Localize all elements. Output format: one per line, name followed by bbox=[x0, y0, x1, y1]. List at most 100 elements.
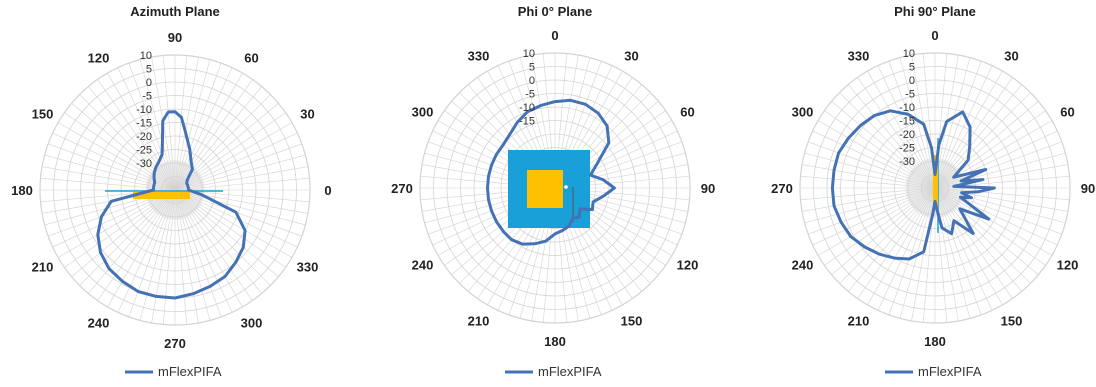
angle-label: 150 bbox=[621, 314, 643, 329]
grid-spoke bbox=[934, 100, 1039, 189]
angle-label: 90 bbox=[701, 181, 715, 196]
radial-tick-label: -25 bbox=[899, 143, 915, 155]
legend-label: mFlexPIFA bbox=[918, 364, 982, 379]
polar-chart-phi90: Phi 90° Plane1050-5-10-15-20-25-30030609… bbox=[771, 4, 1095, 379]
grid-spoke bbox=[824, 187, 936, 266]
grid-spoke bbox=[934, 187, 1069, 212]
chart-panel-phi0: Phi 0° Plane 10 5 0 -5 -10 -15 0 30 60 90 120 150 180… bbox=[365, 0, 730, 387]
grid-spoke bbox=[174, 56, 199, 191]
grid-spoke bbox=[934, 141, 1062, 189]
grid-spoke bbox=[174, 189, 222, 317]
grid-spoke bbox=[857, 77, 936, 189]
radial-tick-label: -10 bbox=[899, 102, 915, 114]
angle-label: 240 bbox=[792, 258, 814, 273]
grid-spoke bbox=[934, 187, 982, 315]
grid-spoke bbox=[934, 187, 1066, 224]
radial-tick-label: -5 bbox=[905, 89, 915, 101]
grid-spoke bbox=[817, 187, 936, 256]
angle-label: 270 bbox=[771, 181, 793, 196]
grid-spoke bbox=[162, 189, 176, 325]
grid-spoke bbox=[934, 187, 1039, 276]
angle-label: 0 bbox=[324, 183, 331, 198]
grid-spoke bbox=[934, 187, 1046, 266]
grid-spoke bbox=[934, 130, 1058, 189]
grid-spoke bbox=[40, 189, 176, 203]
grid-spoke bbox=[79, 94, 176, 191]
grid-spoke bbox=[174, 189, 293, 258]
grid-spoke bbox=[174, 189, 286, 268]
angle-label: 180 bbox=[544, 334, 566, 349]
angle-label: 30 bbox=[300, 107, 314, 122]
angle-label: 30 bbox=[624, 48, 638, 63]
grid-spoke bbox=[934, 187, 959, 322]
angle-label: 300 bbox=[412, 105, 434, 120]
grid-spoke bbox=[899, 57, 936, 189]
grid-spoke bbox=[934, 65, 993, 189]
radial-tick-label: -10 bbox=[136, 104, 152, 116]
radial-tick-label: -10 bbox=[519, 102, 535, 114]
grid-spoke bbox=[71, 189, 176, 278]
angle-label: 210 bbox=[32, 260, 54, 275]
grid-spoke bbox=[174, 189, 253, 301]
angle-label: 60 bbox=[244, 50, 258, 65]
radial-tick-label: -20 bbox=[899, 129, 915, 141]
chart-title: Phi 90° Plane bbox=[894, 4, 976, 19]
grid-spoke bbox=[174, 112, 286, 191]
grid-spoke bbox=[174, 189, 233, 313]
grid-spoke bbox=[911, 187, 936, 322]
angle-label: 30 bbox=[1004, 48, 1018, 63]
grid-spoke bbox=[831, 100, 936, 189]
antenna-inset-core bbox=[527, 170, 563, 208]
grid-spoke bbox=[934, 152, 1066, 189]
grid-spoke bbox=[934, 187, 1013, 299]
angle-label: 120 bbox=[88, 50, 110, 65]
chart-panel-phi90: Phi 90° Plane 10 5 0 -5 -10 -15 -20 -25 -30 0 30 60 9… bbox=[730, 0, 1095, 387]
grid-spoke bbox=[174, 55, 188, 191]
grid-spoke bbox=[934, 110, 1046, 189]
grid-spoke bbox=[174, 79, 253, 191]
grid-spoke bbox=[174, 189, 211, 321]
grid-spoke bbox=[934, 77, 1013, 189]
grid-spoke bbox=[107, 189, 176, 308]
angle-label: 300 bbox=[792, 105, 814, 120]
grid-spoke bbox=[801, 187, 936, 212]
radial-tick-label: 10 bbox=[903, 48, 915, 60]
radial-tick-label: -5 bbox=[525, 89, 535, 101]
angle-label: 240 bbox=[412, 258, 434, 273]
angle-label: 210 bbox=[848, 314, 870, 329]
grid-spoke bbox=[934, 187, 993, 311]
grid-spoke bbox=[867, 70, 936, 189]
polar-chart-phi0: Phi 0° Plane1050-5-10-150306090120150180… bbox=[391, 4, 715, 379]
radial-tick-label: -30 bbox=[899, 156, 915, 168]
grid-spoke bbox=[934, 57, 971, 189]
grid-spoke bbox=[174, 189, 263, 294]
grid-spoke bbox=[79, 189, 176, 286]
grid-spoke bbox=[812, 187, 936, 246]
grid-spoke bbox=[87, 86, 176, 191]
series-line-mflexpifa bbox=[486, 98, 616, 246]
grid-spoke bbox=[831, 187, 936, 276]
antenna-inset-bar bbox=[133, 192, 190, 199]
grid-spoke bbox=[151, 189, 176, 324]
grid-spoke bbox=[174, 67, 233, 191]
grid-spoke bbox=[934, 187, 1003, 306]
antenna-inset-bar bbox=[933, 155, 938, 210]
radial-tick-label: 0 bbox=[146, 77, 152, 89]
grid-spoke bbox=[804, 187, 936, 224]
grid-spoke bbox=[888, 61, 936, 189]
angle-label: 270 bbox=[391, 181, 413, 196]
grid-spoke bbox=[824, 110, 936, 189]
grid-spoke bbox=[888, 187, 936, 315]
grid-spoke bbox=[808, 141, 936, 189]
grid-spoke bbox=[174, 189, 271, 286]
series-line-mflexpifa bbox=[830, 109, 996, 261]
grid-spoke bbox=[97, 79, 176, 191]
radial-tick-label: 10 bbox=[140, 50, 152, 62]
angle-label: 300 bbox=[241, 316, 263, 331]
angle-label: 330 bbox=[848, 48, 870, 63]
chart-panel-azimuth: Azimuth Plane 10 5 0 -5 -10 -15 -20 -25 -30 90 60 30… bbox=[0, 0, 365, 387]
grid-spoke bbox=[877, 187, 936, 311]
grid-spoke bbox=[128, 189, 176, 317]
grid-spoke bbox=[139, 59, 176, 191]
angle-label: 180 bbox=[924, 334, 946, 349]
